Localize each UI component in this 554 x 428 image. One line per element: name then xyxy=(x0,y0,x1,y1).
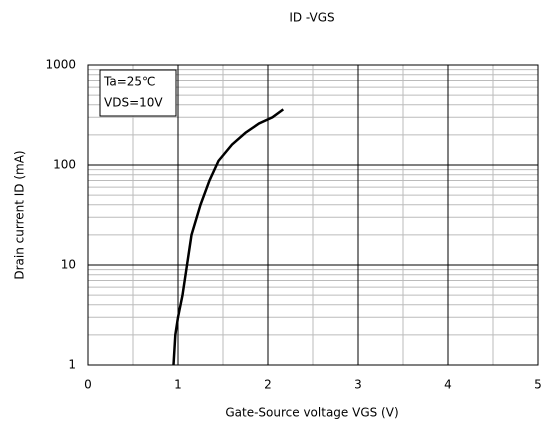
x-tick-label: 5 xyxy=(534,378,542,392)
x-axis-label: Gate-Source voltage VGS (V) xyxy=(225,406,398,420)
data-line xyxy=(172,108,285,366)
chart-title: ID -VGS xyxy=(289,11,334,25)
x-tick-label: 2 xyxy=(264,378,272,392)
plot-frame xyxy=(87,64,539,366)
y-tick-label: 100 xyxy=(53,158,76,172)
x-tick-label: 1 xyxy=(174,378,182,392)
x-tick-label: 4 xyxy=(444,378,452,392)
annotation: Ta=25℃ xyxy=(103,75,156,89)
y-axis-label: Drain current ID (mA) xyxy=(13,150,27,279)
y-tick-label: 10 xyxy=(61,258,76,272)
x-tick-label: 3 xyxy=(354,378,362,392)
annotation: VDS=10V xyxy=(104,96,163,110)
annotation-box xyxy=(99,69,177,117)
x-tick-label: 0 xyxy=(84,378,92,392)
y-tick-label: 1 xyxy=(68,358,76,372)
y-tick-label: 1000 xyxy=(45,58,76,72)
